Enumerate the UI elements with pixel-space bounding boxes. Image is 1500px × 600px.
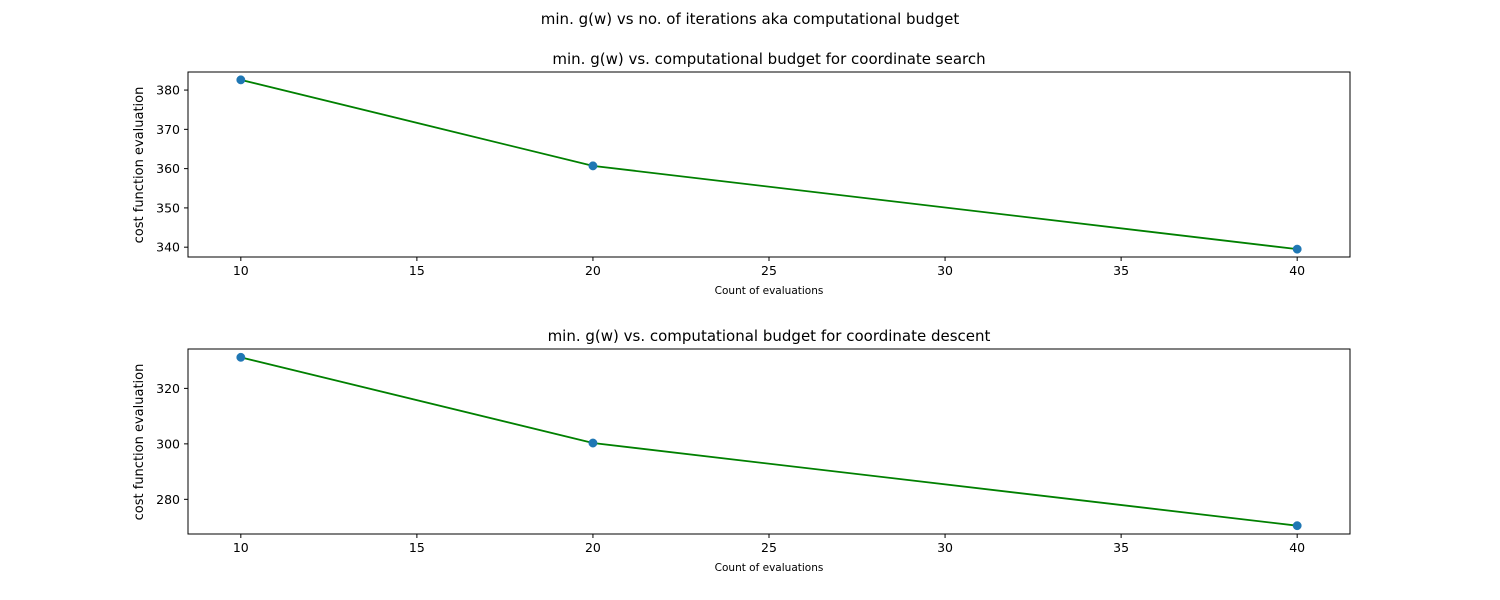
y-tick-label: 320 [156,381,180,396]
chart-title: min. g(w) vs. computational budget for c… [548,327,991,345]
x-tick-label: 20 [585,263,601,278]
x-tick-label: 10 [233,263,249,278]
y-tick-label: 300 [156,436,180,451]
figure-suptitle: min. g(w) vs no. of iterations aka compu… [541,10,960,28]
x-tick-label: 35 [1113,263,1129,278]
x-tick-label: 30 [937,263,953,278]
y-axis-label: cost function evaluation [132,364,147,521]
data-point [236,75,246,85]
x-tick-label: 40 [1289,540,1305,555]
x-tick-label: 25 [761,263,777,278]
x-tick-label: 25 [761,540,777,555]
x-tick-label: 10 [233,540,249,555]
x-tick-label: 15 [409,540,425,555]
y-tick-label: 350 [156,200,180,215]
data-point [1292,521,1302,531]
x-tick-label: 40 [1289,263,1305,278]
data-point [588,438,598,448]
data-point [236,352,246,362]
chart-coordinate-descent: min. g(w) vs. computational budget for c… [132,327,1351,574]
x-axis-label: Count of evaluations [715,562,824,574]
x-axis-label: Count of evaluations [715,285,824,297]
series-line [240,78,1298,251]
chart-title: min. g(w) vs. computational budget for c… [552,50,985,68]
y-tick-label: 370 [156,122,180,137]
data-point [588,161,598,171]
data-point [1292,244,1302,254]
y-tick-label: 380 [156,83,180,98]
y-tick-label: 340 [156,240,180,255]
x-tick-label: 35 [1113,540,1129,555]
plot-frame [187,71,1351,258]
series-line [240,356,1298,527]
y-tick-label: 280 [156,492,180,507]
y-axis-label: cost function evaluation [132,87,147,244]
y-tick-label: 360 [156,161,180,176]
plot-frame [187,348,1351,535]
x-tick-label: 20 [585,540,601,555]
x-tick-label: 30 [937,540,953,555]
chart-coordinate-search: min. g(w) vs. computational budget for c… [132,50,1351,297]
x-tick-label: 15 [409,263,425,278]
